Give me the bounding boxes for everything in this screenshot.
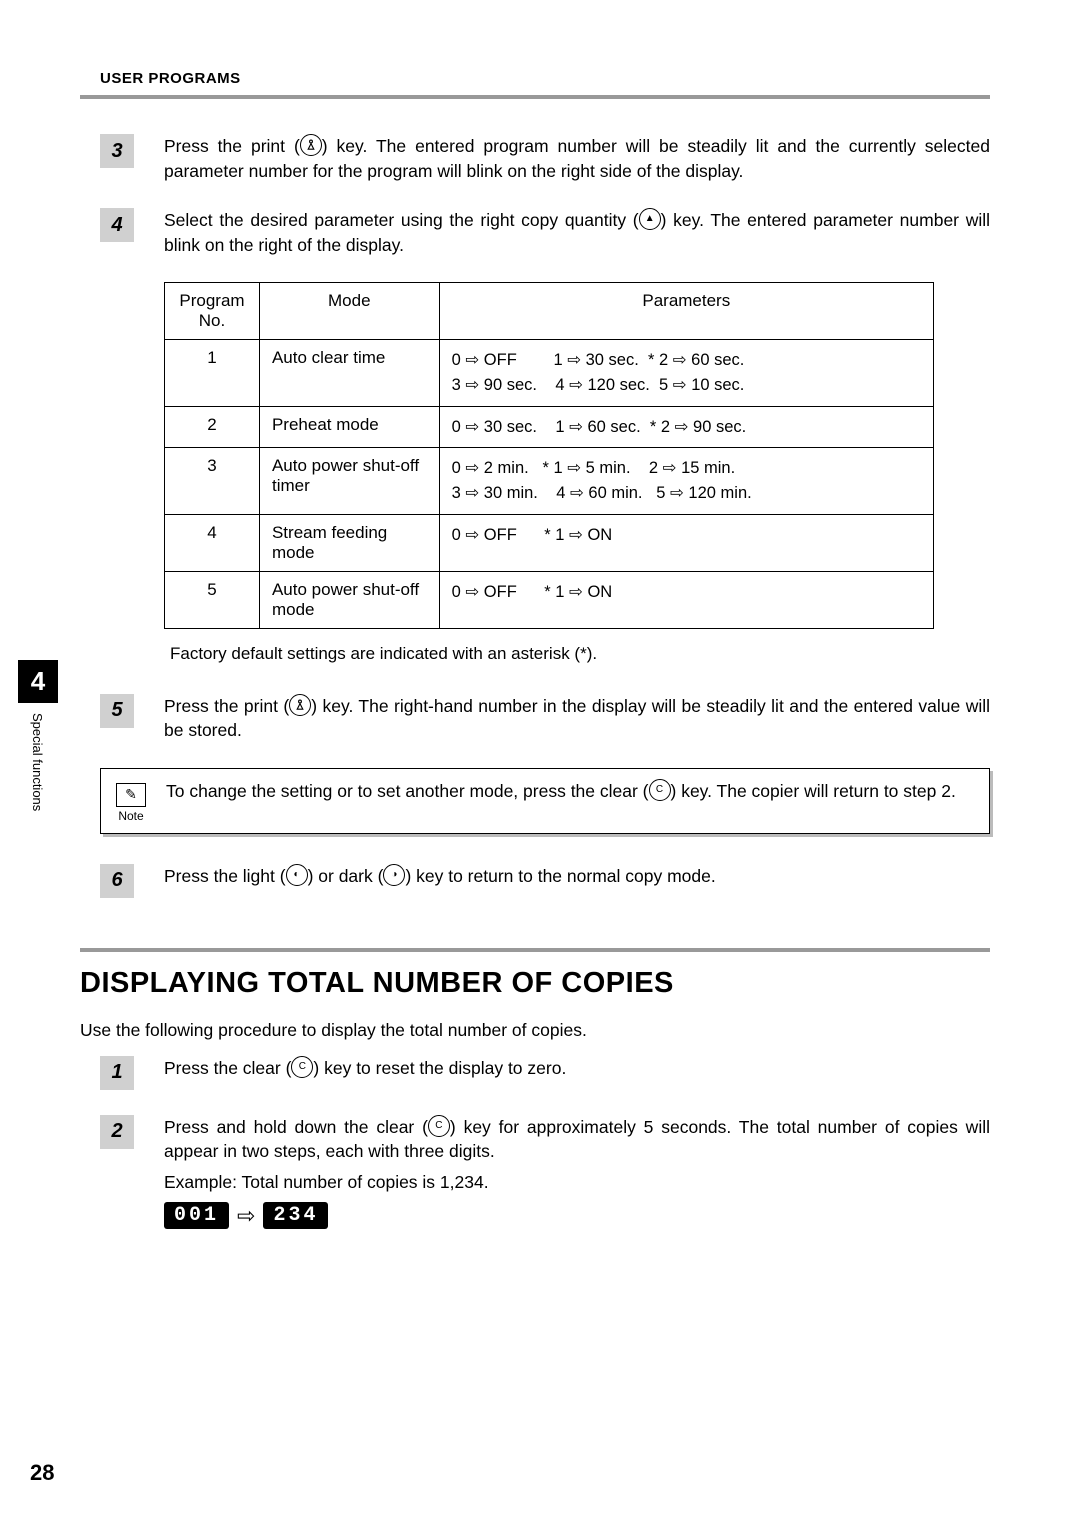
cell-mode: Stream feeding mode xyxy=(259,514,439,571)
table-row: 2 Preheat mode 0 ⇨ 30 sec. 1 ⇨ 60 sec. *… xyxy=(165,406,934,448)
step-text: Press the light (◐) or dark (◑) key to r… xyxy=(164,864,990,889)
step-5: 5 Press the print () key. The right-hand… xyxy=(80,694,990,743)
text-part: Press the clear ( xyxy=(164,1058,291,1078)
display-segment-2: 234 xyxy=(263,1202,328,1229)
programs-table: Program No. Mode Parameters 1 Auto clear… xyxy=(164,282,934,629)
cell-mode: Auto power shut-off mode xyxy=(259,571,439,628)
cell-mode: Auto clear time xyxy=(259,340,439,407)
cell-num: 3 xyxy=(165,448,260,515)
text-part: ) key to return to the normal copy mode. xyxy=(405,866,715,886)
table-row: 3 Auto power shut-off timer 0 ⇨ 2 min. *… xyxy=(165,448,934,515)
section-rule xyxy=(80,948,990,952)
text-part: Press the print ( xyxy=(164,696,289,716)
cell-params: 0 ⇨ 2 min. * 1 ⇨ 5 min. 2 ⇨ 15 min. 3 ⇨ … xyxy=(439,448,933,515)
note-box: ✎ Note To change the setting or to set a… xyxy=(100,768,990,834)
text-part: Select the desired parameter using the r… xyxy=(164,210,639,230)
arrow-icon: ⇨ xyxy=(237,1203,255,1229)
step-text: Press and hold down the clear (C) key fo… xyxy=(164,1115,990,1195)
print-icon xyxy=(300,134,322,156)
text-part: Press the light ( xyxy=(164,866,286,886)
cell-mode: Preheat mode xyxy=(259,406,439,448)
note-text: To change the setting or to set another … xyxy=(166,779,974,804)
note-icon: ✎ xyxy=(116,783,146,807)
header-mode: Mode xyxy=(259,283,439,340)
header-parameters: Parameters xyxy=(439,283,933,340)
page-header: USER PROGRAMS xyxy=(100,70,990,87)
cell-num: 2 xyxy=(165,406,260,448)
step-6: 6 Press the light (◐) or dark (◑) key to… xyxy=(80,864,990,898)
cell-params: 0 ⇨ 30 sec. 1 ⇨ 60 sec. * 2 ⇨ 90 sec. xyxy=(439,406,933,448)
step-number: 4 xyxy=(100,208,134,242)
cell-num: 5 xyxy=(165,571,260,628)
table-header-row: Program No. Mode Parameters xyxy=(165,283,934,340)
cell-params: 0 ⇨ OFF * 1 ⇨ ON xyxy=(439,571,933,628)
example-text: Example: Total number of copies is 1,234… xyxy=(164,1170,990,1195)
page-number: 28 xyxy=(30,1460,54,1486)
cell-params: 0 ⇨ OFF 1 ⇨ 30 sec. * 2 ⇨ 60 sec. 3 ⇨ 90… xyxy=(439,340,933,407)
display-segment-1: 001 xyxy=(164,1202,229,1229)
header-program-no: Program No. xyxy=(165,283,260,340)
text-part: Press and hold down the clear ( xyxy=(164,1117,428,1137)
text-part: ) or dark ( xyxy=(308,866,384,886)
text-part: ) key to reset the display to zero. xyxy=(313,1058,566,1078)
sidebar: 4 Special functions xyxy=(18,660,58,811)
clear-icon: C xyxy=(649,779,671,801)
print-icon xyxy=(289,694,311,716)
text-part: ) key. The copier will return to step 2. xyxy=(671,781,956,801)
table-row: 4 Stream feeding mode 0 ⇨ OFF * 1 ⇨ ON xyxy=(165,514,934,571)
cell-num: 1 xyxy=(165,340,260,407)
display-example: 001 ⇨ 234 xyxy=(164,1202,990,1229)
table-row: 5 Auto power shut-off mode 0 ⇨ OFF * 1 ⇨… xyxy=(165,571,934,628)
table-footnote: Factory default settings are indicated w… xyxy=(170,644,990,664)
section-title: DISPLAYING TOTAL NUMBER OF COPIES xyxy=(80,967,990,1000)
cell-mode: Auto power shut-off timer xyxy=(259,448,439,515)
dark-icon: ◑ xyxy=(383,864,405,886)
step-number: 6 xyxy=(100,864,134,898)
step-text: Press the clear (C) key to reset the dis… xyxy=(164,1056,990,1081)
up-arrow-icon: ▲ xyxy=(639,208,661,230)
step-text: Press the print () key. The right-hand n… xyxy=(164,694,990,743)
chapter-label: Special functions xyxy=(30,713,45,811)
clear-icon: C xyxy=(291,1056,313,1078)
light-icon: ◐ xyxy=(286,864,308,886)
step-number: 5 xyxy=(100,694,134,728)
header-rule xyxy=(80,95,990,99)
cell-num: 4 xyxy=(165,514,260,571)
step-number: 3 xyxy=(100,134,134,168)
step-number: 1 xyxy=(100,1056,134,1090)
clear-icon: C xyxy=(428,1115,450,1137)
step-number: 2 xyxy=(100,1115,134,1149)
section-intro: Use the following procedure to display t… xyxy=(80,1020,990,1041)
step-3: 3 Press the print () key. The entered pr… xyxy=(80,134,990,183)
note-icon-wrapper: ✎ Note xyxy=(116,783,146,823)
table-row: 1 Auto clear time 0 ⇨ OFF 1 ⇨ 30 sec. * … xyxy=(165,340,934,407)
step-2: 2 Press and hold down the clear (C) key … xyxy=(80,1115,990,1195)
step-text: Press the print () key. The entered prog… xyxy=(164,134,990,183)
text-part: Press the print ( xyxy=(164,136,300,156)
note-label: Note xyxy=(118,809,143,823)
step-4: 4 Select the desired parameter using the… xyxy=(80,208,990,257)
chapter-tab: 4 xyxy=(18,660,58,703)
cell-params: 0 ⇨ OFF * 1 ⇨ ON xyxy=(439,514,933,571)
step-text: Select the desired parameter using the r… xyxy=(164,208,990,257)
step-1: 1 Press the clear (C) key to reset the d… xyxy=(80,1056,990,1090)
text-part: To change the setting or to set another … xyxy=(166,781,649,801)
